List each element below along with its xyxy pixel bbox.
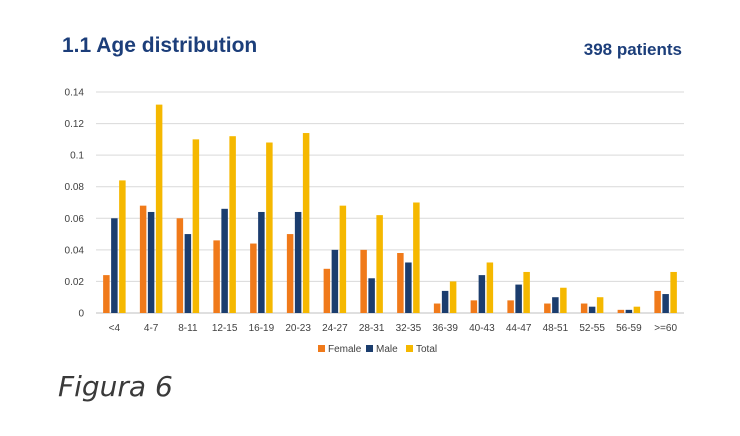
bar-female [139, 205, 147, 313]
x-tick-label: <4 [109, 323, 121, 334]
y-tick-label: 0 [78, 309, 84, 320]
bar-male [294, 211, 302, 313]
x-tick-label: 36-39 [432, 323, 458, 334]
x-tick-label: 52-55 [579, 323, 605, 334]
bar-total [560, 287, 567, 313]
x-tick-label: >=60 [654, 323, 677, 334]
bar-total [486, 262, 494, 313]
legend-label-female: Female [328, 344, 362, 355]
bar-total [413, 202, 420, 313]
bar-male [552, 297, 559, 313]
gridlines [96, 91, 684, 314]
x-tick-label: 24-27 [322, 323, 348, 334]
bar-male [515, 284, 522, 313]
y-tick-label: 0.12 [65, 119, 85, 130]
legend-swatch-female [318, 345, 325, 352]
bar-total [633, 306, 641, 313]
y-tick-label: 0.02 [65, 277, 85, 288]
bar-total [229, 136, 236, 313]
bar-total [670, 271, 677, 313]
bar-female [507, 300, 514, 313]
bar-male [368, 278, 375, 313]
x-tick-label: 4-7 [144, 323, 159, 334]
y-tick-label: 0.14 [65, 88, 85, 99]
x-tick-label: 44-47 [506, 323, 532, 334]
bar-total [376, 215, 383, 313]
x-tick-label: 56-59 [616, 323, 642, 334]
bar-total [449, 281, 457, 313]
bar-female [580, 303, 588, 313]
x-tick-label: 8-11 [178, 323, 198, 334]
legend: Female Male Total [318, 344, 437, 355]
bar-female [360, 249, 367, 313]
bar-female [433, 303, 441, 313]
bar-male [111, 218, 118, 313]
bar-male [258, 211, 265, 313]
y-tick-label: 0.1 [70, 151, 84, 162]
bar-total [192, 139, 200, 313]
bar-total [119, 180, 126, 313]
bar-male [441, 290, 449, 313]
bar-male [184, 234, 192, 313]
y-tick-label: 0.06 [65, 214, 85, 225]
bar-total [596, 297, 604, 313]
bar-male [625, 309, 633, 313]
y-axis-ticks: 0 0.02 0.04 0.06 0.08 0.1 0.12 0.14 [65, 88, 85, 320]
bar-male [588, 306, 596, 313]
x-tick-label: 16-19 [249, 323, 275, 334]
bar-female [103, 275, 110, 313]
bar-female [250, 243, 257, 313]
bar-male [405, 262, 412, 313]
bar-female [470, 300, 478, 313]
x-tick-label: 20-23 [285, 323, 311, 334]
x-tick-label: 28-31 [359, 323, 385, 334]
y-tick-label: 0.04 [65, 245, 85, 256]
bar-total [155, 104, 163, 313]
chart-title: 1.1 Age distribution [62, 34, 258, 57]
bar-male [147, 211, 155, 313]
figure-caption: Figura 6 [58, 370, 173, 403]
bar-male [221, 208, 228, 313]
bar-male [662, 294, 669, 313]
x-tick-label: 40-43 [469, 323, 495, 334]
legend-label-male: Male [376, 344, 398, 355]
legend-swatch-male [366, 345, 373, 352]
legend-swatch-total [406, 345, 413, 352]
y-tick-label: 0.08 [65, 182, 85, 193]
bar-total [302, 133, 310, 313]
bar-female [286, 234, 294, 313]
x-tick-label: 12-15 [212, 323, 238, 334]
bar-female [654, 290, 661, 313]
bar-female [617, 309, 625, 313]
bar-male [331, 249, 339, 313]
x-axis-ticks: <4 4-7 8-11 12-15 16-19 20-23 24-27 28-31 32-35 3… [109, 323, 678, 334]
bar-female [213, 240, 220, 313]
patient-count: 398 patients [583, 40, 682, 59]
bar-female [397, 253, 404, 313]
bars [103, 104, 677, 313]
x-tick-label: 32-35 [396, 323, 422, 334]
legend-label-total: Total [416, 344, 437, 355]
bar-female [323, 268, 331, 313]
bar-male [478, 275, 486, 313]
bar-total [523, 271, 530, 313]
bar-female [176, 218, 184, 313]
bar-total [266, 142, 273, 313]
age-distribution-chart: 0 0.02 0.04 0.06 0.08 0.1 0.12 0.14 <4 4-7 8-11 12… [65, 88, 684, 355]
bar-female [544, 303, 551, 313]
x-tick-label: 48-51 [543, 323, 569, 334]
bar-total [339, 205, 347, 313]
